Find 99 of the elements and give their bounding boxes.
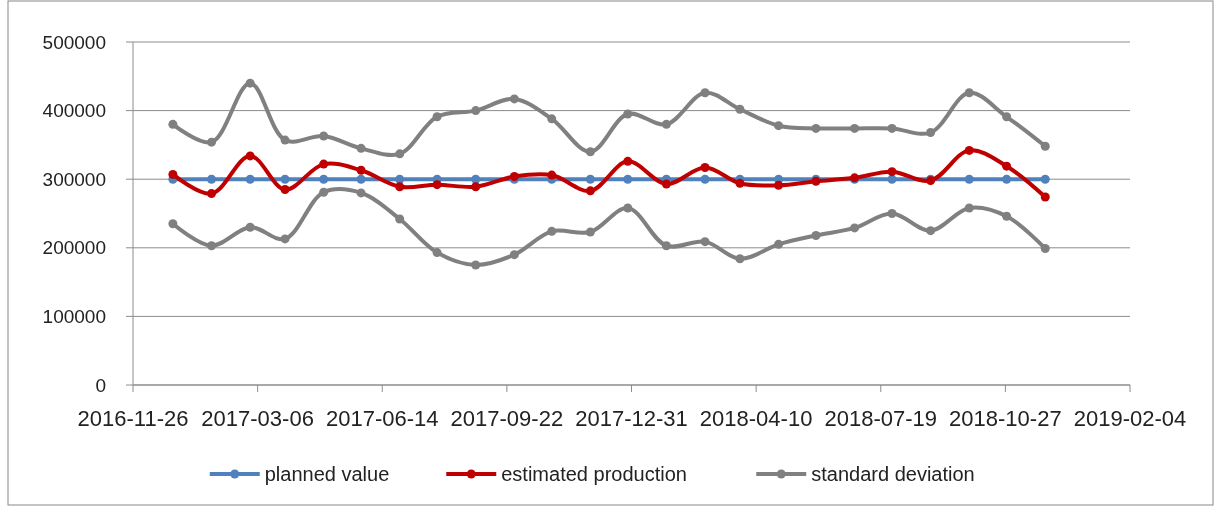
point: [471, 106, 481, 116]
point: [887, 167, 897, 177]
point: [356, 174, 366, 184]
point: [207, 241, 217, 251]
point: [1040, 174, 1050, 184]
y-tick-label: 100000: [42, 306, 106, 328]
point: [700, 163, 710, 173]
point: [245, 222, 255, 232]
point: [509, 250, 519, 260]
point: [356, 165, 366, 175]
x-tick-label: 2019-02-04: [1073, 406, 1187, 431]
point: [774, 180, 784, 190]
point: [1002, 161, 1012, 171]
point: [585, 227, 595, 237]
point: [280, 135, 290, 145]
point: [774, 239, 784, 249]
point: [319, 187, 329, 197]
x-tick-label: 2018-07-19: [824, 406, 938, 431]
point: [964, 145, 974, 155]
point: [585, 186, 595, 196]
point: [509, 94, 519, 104]
point: [547, 114, 557, 124]
point: [395, 174, 405, 184]
point: [356, 143, 366, 153]
x-tick-label: 2018-10-27: [949, 406, 1062, 431]
point: [623, 174, 633, 184]
point: [207, 189, 217, 199]
x-tick-label: 2016-11-26: [77, 406, 189, 431]
point: [1002, 112, 1012, 122]
point: [471, 174, 481, 184]
point: [850, 123, 860, 133]
point: [1040, 141, 1050, 151]
x-tick-label: 2017-03-06: [201, 406, 314, 431]
y-tick-label: 0: [95, 374, 106, 396]
point: [585, 174, 595, 184]
point: [245, 151, 255, 161]
point: [319, 159, 329, 169]
point: [1040, 192, 1050, 202]
point: [735, 178, 745, 188]
point: [964, 203, 974, 213]
point: [926, 128, 936, 138]
point: [850, 223, 860, 233]
point: [585, 147, 595, 157]
point: [735, 104, 745, 114]
x-tick-label: 2018-04-10: [699, 406, 813, 431]
y-tick-label: 500000: [42, 31, 106, 53]
point: [319, 131, 329, 141]
legend-label: planned value: [264, 463, 390, 485]
point: [811, 123, 821, 133]
point: [1040, 243, 1050, 253]
point: [395, 214, 405, 224]
y-tick-label: 200000: [42, 237, 106, 259]
x-tick-label: 2017-06-14: [325, 406, 439, 431]
point: [471, 182, 481, 192]
point: [700, 237, 710, 247]
point: [623, 203, 633, 213]
point: [774, 121, 784, 131]
x-tick-label: 2017-09-22: [450, 406, 564, 431]
point: [395, 149, 405, 159]
point: [280, 184, 290, 194]
point: [432, 248, 442, 258]
legend-label: standard deviation: [811, 463, 975, 485]
point: [661, 179, 671, 189]
point: [661, 241, 671, 251]
legend-label: estimated production: [501, 463, 687, 485]
point: [735, 254, 745, 264]
point: [207, 137, 217, 147]
point: [887, 209, 897, 218]
point: [547, 226, 557, 236]
point: [395, 182, 405, 192]
point: [964, 174, 974, 184]
point: [356, 188, 366, 198]
point: [280, 174, 290, 184]
point: [623, 156, 633, 166]
point: [245, 78, 255, 88]
point: [887, 123, 897, 133]
point: [432, 180, 442, 190]
x-tick-label: 2017-12-31: [575, 406, 688, 431]
point: [1002, 211, 1012, 221]
point: [168, 219, 178, 229]
point: [811, 230, 821, 240]
point: [623, 109, 633, 119]
point: [700, 88, 710, 98]
point: [964, 88, 974, 98]
point: [245, 174, 255, 184]
point: [319, 174, 329, 184]
point: [1002, 174, 1012, 184]
point: [547, 170, 557, 180]
point: [432, 112, 442, 122]
point: [168, 169, 178, 179]
point: [207, 174, 217, 184]
y-tick-label: 300000: [42, 168, 106, 190]
point: [280, 234, 290, 244]
point: [471, 260, 481, 270]
point: [168, 119, 178, 129]
point: [926, 226, 936, 236]
point: [661, 119, 671, 129]
point: [700, 174, 710, 184]
y-tick-label: 400000: [42, 100, 106, 122]
